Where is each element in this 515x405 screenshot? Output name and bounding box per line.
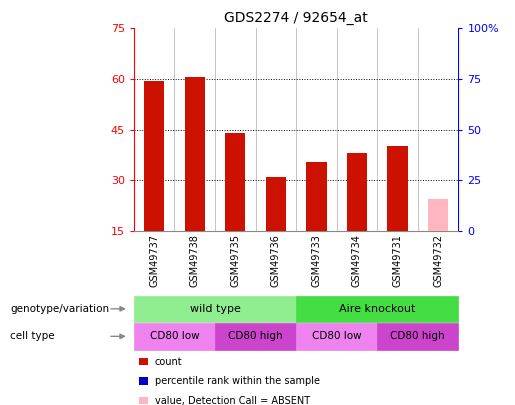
- Text: CD80 low: CD80 low: [312, 331, 362, 341]
- Bar: [387, 147, 408, 231]
- Bar: [428, 199, 448, 231]
- Text: CD80 high: CD80 high: [228, 331, 283, 341]
- Title: GDS2274 / 92654_at: GDS2274 / 92654_at: [224, 11, 368, 25]
- Text: wild type: wild type: [190, 304, 241, 314]
- Text: count: count: [154, 357, 182, 367]
- Bar: [225, 133, 246, 231]
- Text: cell type: cell type: [10, 331, 55, 341]
- Bar: [144, 81, 164, 231]
- Bar: [266, 177, 286, 231]
- Text: percentile rank within the sample: percentile rank within the sample: [154, 376, 319, 386]
- Bar: [306, 162, 327, 231]
- Text: Aire knockout: Aire knockout: [339, 304, 416, 314]
- Text: genotype/variation: genotype/variation: [10, 304, 109, 314]
- Text: CD80 low: CD80 low: [150, 331, 199, 341]
- Text: value, Detection Call = ABSENT: value, Detection Call = ABSENT: [154, 396, 310, 405]
- Text: CD80 high: CD80 high: [390, 331, 445, 341]
- Bar: [347, 153, 367, 231]
- Bar: [184, 77, 205, 231]
